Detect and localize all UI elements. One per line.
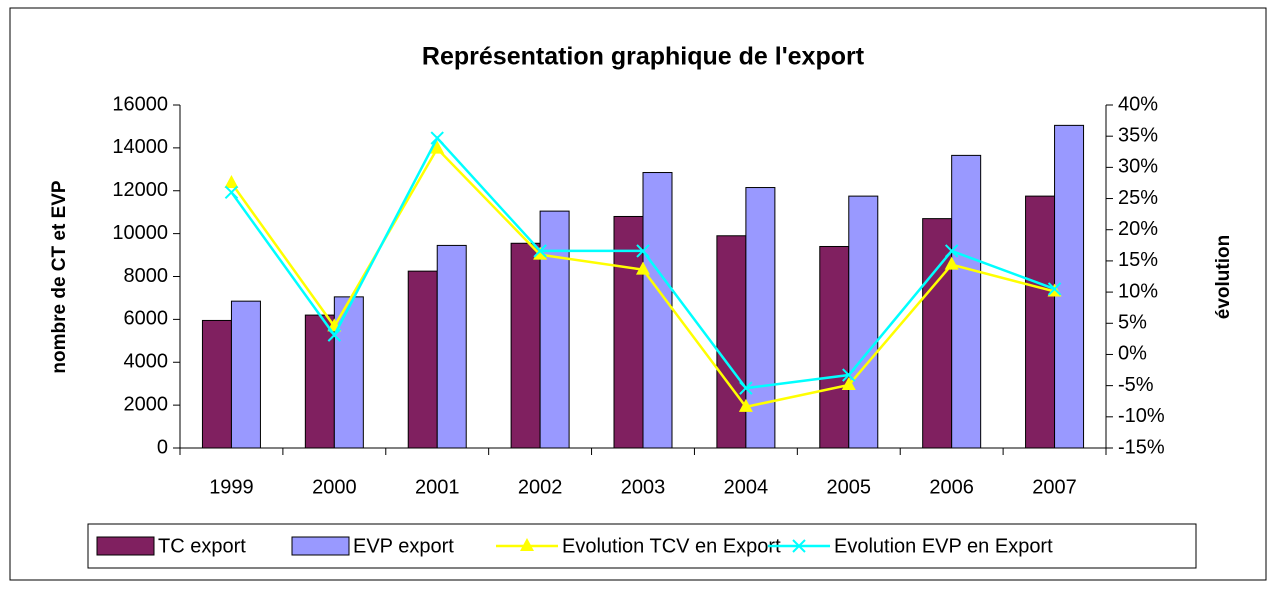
legend-swatch — [96, 536, 155, 556]
line-marker — [327, 328, 342, 342]
x-tick-label: 2003 — [621, 476, 666, 498]
y-tick-label: 16000 — [112, 93, 168, 115]
bar — [1025, 195, 1056, 449]
x-tick-label: 2000 — [312, 476, 357, 498]
bar — [642, 172, 673, 449]
legend-label: TC export — [158, 535, 246, 557]
chart-title: Représentation graphique de l'export — [422, 43, 865, 71]
line-marker — [224, 174, 239, 188]
y-tick-label: 14000 — [112, 136, 168, 158]
line-marker — [224, 185, 239, 200]
line-marker — [739, 381, 753, 395]
line-marker — [738, 398, 753, 412]
bar — [333, 296, 364, 449]
legend-box — [87, 523, 1197, 569]
legend-marker — [792, 539, 806, 553]
bar — [304, 314, 335, 449]
x-tick-label: 1999 — [209, 476, 254, 498]
y2-tick-label: 40% — [1118, 93, 1158, 115]
y2-tick-label: -5% — [1118, 374, 1154, 396]
x-tick-label: 2001 — [415, 476, 460, 498]
y2-tick-label: -10% — [1118, 405, 1165, 427]
bar — [1054, 124, 1085, 449]
bar — [407, 270, 438, 449]
line-marker — [636, 244, 650, 258]
bar — [848, 195, 879, 449]
bar — [230, 300, 261, 449]
line-marker — [1047, 282, 1062, 296]
bar — [922, 218, 953, 449]
line-marker — [636, 261, 650, 275]
y2-tick-label: -15% — [1118, 436, 1165, 458]
line-marker — [430, 131, 444, 145]
line-marker — [841, 377, 856, 391]
y2-tick-label: 30% — [1118, 156, 1158, 178]
line-marker — [533, 246, 548, 260]
y-tick-label: 10000 — [112, 222, 168, 244]
line-marker — [944, 244, 959, 258]
legend-label: Evolution EVP en Export — [834, 535, 1053, 557]
y2-tick-label: 35% — [1118, 124, 1158, 146]
x-tick-label: 2005 — [827, 476, 872, 498]
y2-tick-label: 5% — [1118, 312, 1147, 334]
y-tick-label: 6000 — [124, 308, 169, 330]
y2-tick-label: 0% — [1118, 343, 1147, 365]
y-tick-label: 2000 — [124, 393, 169, 415]
y-tick-label: 12000 — [112, 179, 168, 201]
line-marker — [842, 368, 856, 382]
bar — [716, 235, 747, 449]
line-marker — [944, 256, 959, 270]
legend-marker — [520, 538, 534, 551]
y-tick-label: 8000 — [124, 265, 169, 287]
bar — [436, 244, 467, 449]
y-axis-label: nombre de CT et EVP — [49, 180, 70, 374]
line-marker — [533, 244, 547, 258]
bar — [951, 154, 982, 449]
y-tick-label: 4000 — [124, 351, 169, 373]
legend-label: EVP export — [353, 535, 454, 557]
x-tick-label: 2002 — [518, 476, 563, 498]
y2-tick-label: 20% — [1118, 218, 1158, 240]
x-tick-label: 2006 — [929, 476, 974, 498]
line-marker — [430, 140, 445, 154]
x-tick-label: 2007 — [1032, 476, 1077, 498]
legend-label: Evolution TCV en Export — [562, 535, 781, 557]
bar — [819, 245, 850, 449]
y2-tick-label: 15% — [1118, 249, 1158, 271]
y2-tick-label: 10% — [1118, 280, 1158, 302]
bar — [510, 242, 541, 449]
legend-swatch — [291, 536, 350, 556]
bar — [201, 319, 232, 449]
x-tick-label: 2004 — [724, 476, 769, 498]
y2-axis-label: évolution — [1213, 235, 1234, 319]
y2-tick-label: 25% — [1118, 187, 1158, 209]
y-tick-label: 0 — [157, 436, 168, 458]
